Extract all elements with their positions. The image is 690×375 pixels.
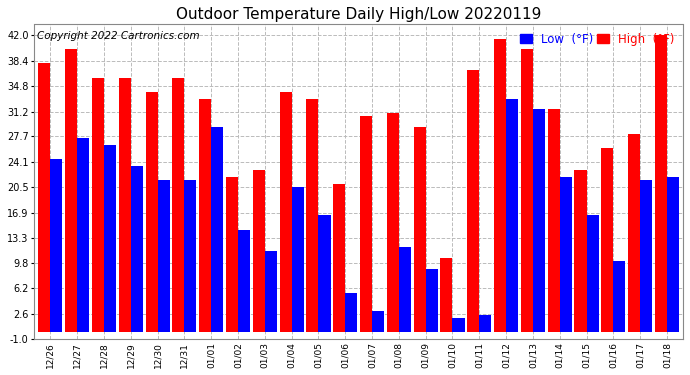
Bar (38, 63, 50, 332)
Bar (628, 134, 640, 332)
Bar (494, 39, 506, 332)
Bar (560, 177, 572, 332)
Bar (333, 184, 345, 332)
Bar (131, 166, 143, 332)
Bar (306, 99, 319, 332)
Bar (104, 145, 116, 332)
Bar (506, 99, 518, 332)
Bar (172, 78, 184, 332)
Bar (226, 177, 238, 332)
Bar (77, 138, 89, 332)
Bar (372, 311, 384, 332)
Bar (146, 92, 157, 332)
Bar (399, 248, 411, 332)
Bar (253, 170, 265, 332)
Bar (211, 127, 224, 332)
Bar (50, 159, 62, 332)
Bar (575, 170, 586, 332)
Bar (360, 117, 372, 332)
Bar (655, 35, 667, 332)
Bar (292, 187, 304, 332)
Bar (480, 315, 491, 332)
Bar (65, 49, 77, 332)
Bar (279, 92, 292, 332)
Bar (467, 70, 480, 332)
Bar (319, 216, 331, 332)
Bar (613, 261, 625, 332)
Bar (548, 110, 560, 332)
Bar (387, 113, 399, 332)
Bar (413, 127, 426, 332)
Bar (345, 293, 357, 332)
Title: Outdoor Temperature Daily High/Low 20220119: Outdoor Temperature Daily High/Low 20220… (176, 7, 542, 22)
Bar (586, 216, 599, 332)
Bar (92, 78, 104, 332)
Bar (453, 318, 464, 332)
Bar (640, 180, 652, 332)
Bar (521, 49, 533, 332)
Bar (440, 258, 453, 332)
Bar (533, 110, 545, 332)
Bar (667, 177, 679, 332)
Bar (199, 99, 211, 332)
Bar (119, 78, 131, 332)
Legend: Low  (°F), High  (°F): Low (°F), High (°F) (518, 30, 677, 48)
Text: Copyright 2022 Cartronics.com: Copyright 2022 Cartronics.com (37, 31, 200, 41)
Bar (426, 268, 437, 332)
Bar (238, 230, 250, 332)
Bar (601, 148, 613, 332)
Bar (157, 180, 170, 332)
Bar (184, 180, 197, 332)
Bar (265, 251, 277, 332)
